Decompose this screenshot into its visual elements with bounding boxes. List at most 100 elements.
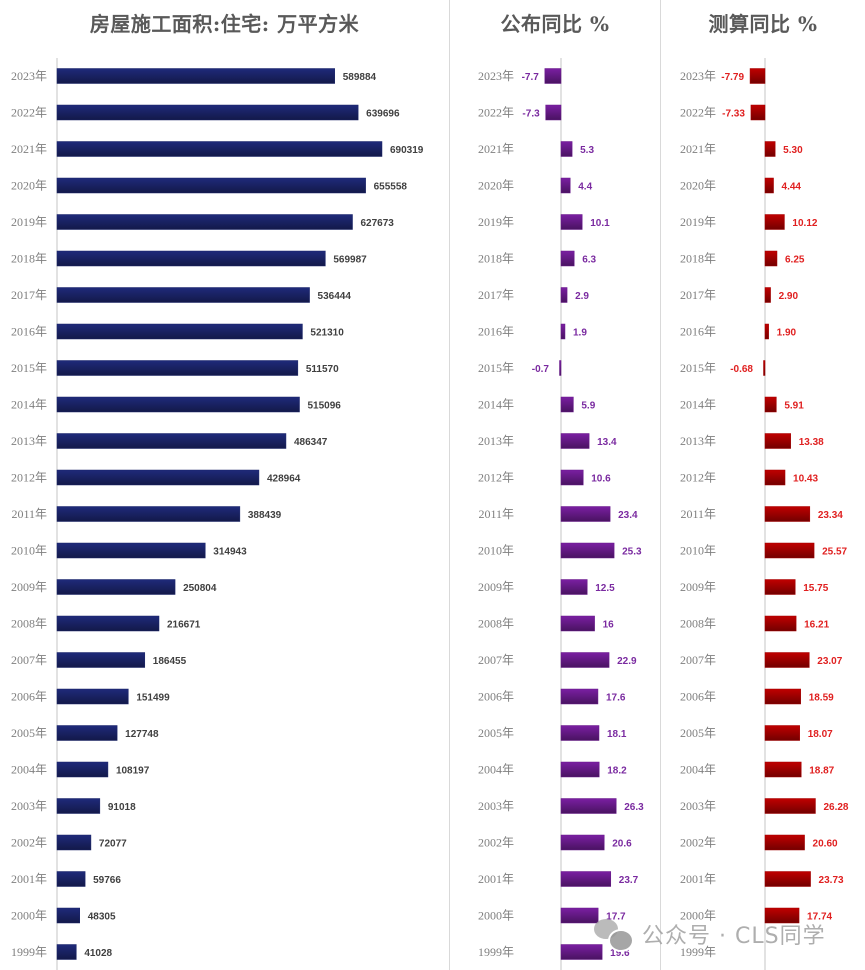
bar [560,725,600,741]
category-label: 2010年 [478,544,514,558]
bar [56,360,299,376]
category-label: 2012年 [11,471,47,485]
data-label: 108197 [116,766,150,777]
category-label: 2016年 [11,325,47,339]
bar [560,396,574,413]
category-label: 2016年 [680,325,716,339]
category-label: 2018年 [680,252,716,266]
chart-title-construction-area: 房屋施工面积:住宅: 万平方米 [89,12,360,36]
bar [56,761,109,778]
category-label: 2001年 [11,872,47,886]
bar [764,761,802,778]
category-label: 2000年 [680,909,716,923]
category-label: 2023年 [680,69,716,83]
data-label: 26.28 [823,802,848,813]
chart-title-calculated-yoy: 测算同比 % [708,12,818,36]
category-label: 2003年 [680,799,716,813]
category-label: 2019年 [478,215,514,229]
category-label: 2011年 [478,507,514,521]
data-label: 486347 [294,437,328,448]
category-label: 2006年 [11,690,47,704]
data-label: 20.60 [813,839,838,850]
data-label: 15.75 [803,583,828,594]
bar [56,104,359,121]
data-label: 536444 [318,291,352,302]
category-label: 2008年 [11,617,47,631]
category-label: 2000年 [478,909,514,923]
category-label: 2017年 [478,288,514,302]
data-label: 17.6 [606,693,626,704]
data-label: 23.4 [618,510,638,521]
data-label: 151499 [136,693,170,704]
bar [560,542,615,559]
category-label: 2009年 [478,580,514,594]
category-label: 2003年 [478,799,514,813]
data-label: 627673 [361,218,395,229]
bar [560,615,595,632]
bar [764,177,774,194]
category-label: 2004年 [680,763,716,777]
bar [560,506,611,522]
category-label: 2015年 [680,361,716,375]
panel-construction-area: 房屋施工面积:住宅: 万平方米 2023年 589884 2022年 639696 20… [10,12,424,970]
category-label: 2011年 [11,507,47,521]
data-label: -0.7 [532,364,550,375]
data-label: 4.44 [782,182,802,193]
bar [764,396,777,413]
bar [559,360,562,376]
watermark: 公众号 · CLS同学 [592,916,826,952]
category-label: 2022年 [11,106,47,120]
bar [56,68,335,84]
category-label: 2005年 [11,726,47,740]
data-label: 13.38 [799,437,824,448]
bar [560,214,583,230]
data-label: 20.6 [612,839,632,850]
bar [56,652,146,668]
bar [56,798,101,814]
bar [56,141,383,157]
category-label: 2010年 [11,544,47,558]
category-label: 1999年 [11,945,47,959]
data-label: 17.7 [606,912,626,923]
data-label: -7.3 [522,109,540,120]
category-label: 2000年 [11,909,47,923]
data-label: 59766 [93,875,121,886]
data-label: 18.59 [809,693,834,704]
data-label: 521310 [310,328,344,339]
category-label: 2021年 [680,142,716,156]
category-label: 2008年 [680,617,716,631]
data-label: 10.43 [793,474,818,485]
chart-title-published-yoy: 公布同比 % [500,12,610,36]
data-label: 23.07 [817,656,842,667]
category-label: 2023年 [11,69,47,83]
data-label: 22.9 [617,656,637,667]
bar [749,68,766,84]
bar [764,214,785,230]
data-label: 18.1 [607,729,627,740]
data-label: 186455 [153,656,187,667]
bar [560,469,584,486]
category-label: 2005年 [680,726,716,740]
category-label: 2020年 [478,179,514,193]
data-label: -0.68 [730,364,753,375]
data-label: 515096 [308,401,342,412]
bar [56,323,303,340]
chart-calculated-yoy: 2023年 -7.79 2022年 -7.33 2021年 5.30 2020年 4.44 20… [680,58,849,970]
bar [56,834,92,851]
category-label: 2018年 [11,252,47,266]
bar [763,360,766,376]
bar [750,104,766,121]
data-label: -7.79 [721,72,744,83]
category-label: 2006年 [680,690,716,704]
bar [560,907,599,924]
category-label: 2014年 [680,398,716,412]
data-label: 511570 [306,364,339,375]
chart-published-yoy: 2023年 -7.7 2022年 -7.3 2021年 5.3 2020年 4.4 2019年 1… [478,58,644,970]
bar [560,579,588,595]
bar [560,944,603,960]
data-label: 6.3 [582,255,596,266]
bar [560,250,575,267]
bar [56,469,260,486]
bar [545,104,562,121]
bar [56,579,176,595]
